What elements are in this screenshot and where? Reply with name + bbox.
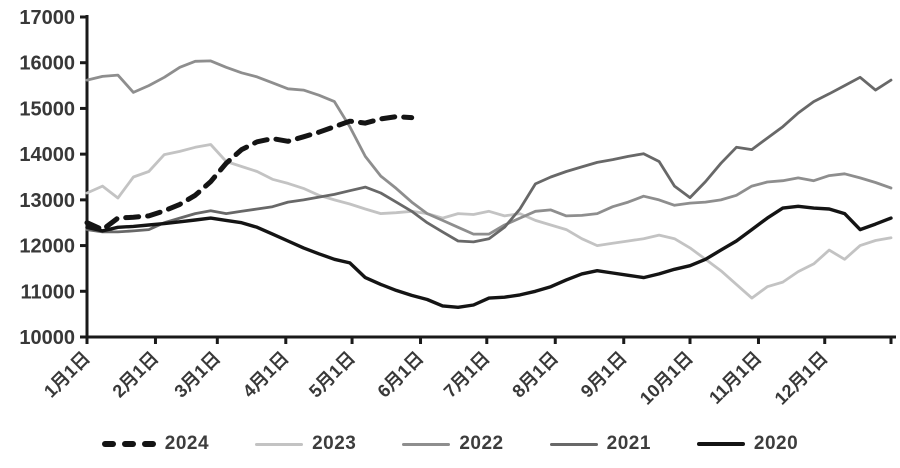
chart-legend: 2024 2023 2022 2021 2020	[0, 424, 900, 464]
x-tick-label: 5月1日	[305, 348, 359, 402]
seasonal-line-chart: 10000 11000 12000 13000 14000 15000 16000 17000…	[19, 7, 896, 409]
y-tick-label: 17000	[19, 7, 75, 29]
x-tick-label: 7月1日	[440, 348, 494, 402]
legend-dash-segment	[101, 441, 116, 447]
legend-line-swatch-2020	[696, 442, 745, 446]
legend-dash-segment	[121, 441, 136, 447]
legend-item-2022: 2022	[402, 433, 503, 455]
legend-item-2020: 2020	[696, 433, 799, 455]
x-tick-label: 2月1日	[109, 348, 163, 402]
legend-dashed-swatch-2024	[101, 441, 156, 447]
legend-line-swatch-2023	[255, 442, 304, 446]
x-tick-label: 4月1日	[239, 348, 293, 402]
series-line-2024	[84, 114, 415, 233]
x-tick-label: 8月1日	[508, 348, 562, 402]
x-tick-label: 12月1日	[771, 348, 832, 409]
x-tick-label: 1月1日	[40, 348, 94, 402]
legend-label-2023: 2023	[312, 433, 357, 454]
x-tick-label: 11月1日	[705, 348, 765, 408]
series-line-2022	[85, 59, 893, 236]
legend-label-2024: 2024	[164, 433, 210, 454]
series-line-2023	[85, 143, 893, 300]
y-tick-label: 12000	[19, 236, 75, 258]
legend-label-2022: 2022	[459, 433, 504, 454]
y-tick-label: 14000	[19, 144, 75, 166]
legend-line-swatch-2021	[549, 442, 598, 446]
y-tick-label: 10000	[19, 327, 75, 349]
x-tick-label: 9月1日	[577, 348, 631, 402]
y-tick-label: 16000	[19, 53, 75, 75]
legend-item-2024: 2024	[101, 433, 210, 455]
x-tick-label: 10月1日	[636, 348, 697, 409]
series-line-2020	[85, 204, 893, 309]
legend-item-2023: 2023	[255, 433, 356, 455]
legend-label-2020: 2020	[753, 433, 799, 454]
legend-dash-segment	[141, 441, 156, 447]
y-tick-label: 15000	[19, 98, 75, 120]
x-tick-label: 3月1日	[170, 348, 224, 402]
legend-line-swatch-2022	[402, 442, 451, 446]
y-tick-label: 11000	[20, 281, 75, 303]
legend-item-2021: 2021	[549, 433, 651, 455]
x-tick-label: 6月1日	[374, 348, 428, 402]
legend-label-2021: 2021	[606, 433, 651, 454]
series-line-2021	[85, 75, 893, 244]
y-tick-label: 13000	[19, 190, 75, 212]
